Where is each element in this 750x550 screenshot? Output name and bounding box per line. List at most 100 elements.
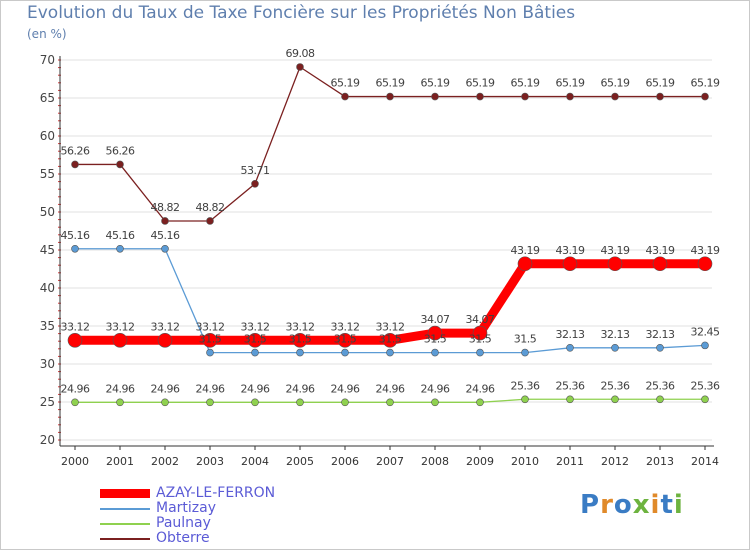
data-label-martizay: 31.5 (334, 333, 357, 346)
data-label-azay-le-ferron: 33.12 (196, 320, 225, 333)
data-point-paulnay (431, 398, 439, 407)
data-label-martizay: 31.5 (424, 333, 447, 346)
y-tick-label: 45 (40, 243, 55, 257)
data-point-azay-le-ferron (697, 256, 713, 272)
data-label-obterre: 48.82 (196, 201, 225, 214)
data-label-obterre: 65.19 (691, 77, 720, 90)
data-label-paulnay: 24.96 (286, 382, 315, 395)
data-point-martizay (521, 348, 529, 357)
y-tick-label: 65 (40, 91, 55, 105)
data-label-obterre: 53.71 (241, 164, 270, 177)
data-point-martizay (386, 348, 394, 357)
data-point-paulnay (521, 395, 529, 404)
logo-letter: t (660, 490, 674, 520)
data-point-paulnay (566, 395, 574, 404)
data-label-paulnay: 25.36 (601, 379, 630, 392)
data-point-obterre (251, 180, 259, 188)
data-point-martizay (296, 348, 304, 357)
data-label-obterre: 65.19 (331, 77, 360, 90)
data-label-azay-le-ferron: 33.12 (106, 320, 135, 333)
data-label-paulnay: 24.96 (331, 382, 360, 395)
data-label-martizay: 45.16 (151, 229, 180, 242)
y-tick-label: 55 (40, 167, 55, 181)
data-point-martizay (251, 348, 259, 357)
x-tick-label: 2001 (106, 455, 134, 468)
data-point-obterre (566, 92, 574, 101)
data-point-azay-le-ferron (382, 332, 398, 348)
y-tick-label: 20 (40, 433, 55, 447)
data-label-martizay: 31.5 (199, 333, 222, 346)
data-point-obterre (476, 92, 484, 101)
data-point-azay-le-ferron (472, 325, 488, 341)
y-tick-label: 25 (40, 395, 55, 409)
data-label-martizay: 31.5 (514, 333, 537, 346)
data-label-azay-le-ferron: 43.19 (511, 244, 540, 257)
data-label-paulnay: 24.96 (466, 382, 495, 395)
x-tick-label: 2014 (691, 455, 719, 468)
x-tick-label: 2000 (61, 455, 89, 468)
data-label-paulnay: 24.96 (241, 382, 270, 395)
data-point-obterre (341, 92, 349, 101)
data-point-martizay (656, 344, 664, 352)
data-label-martizay: 45.16 (61, 229, 90, 242)
data-point-paulnay (71, 398, 79, 407)
data-label-azay-le-ferron: 33.12 (376, 320, 405, 333)
logo-letter: i (650, 490, 661, 520)
data-label-martizay: 32.13 (556, 328, 585, 341)
x-tick-label: 2013 (646, 455, 674, 468)
data-label-azay-le-ferron: 33.12 (241, 320, 270, 333)
x-tick-label: 2005 (286, 455, 314, 468)
data-label-obterre: 65.19 (601, 77, 630, 90)
data-label-obterre: 48.82 (151, 201, 180, 214)
data-point-obterre (386, 92, 394, 101)
data-point-martizay (71, 244, 79, 253)
data-point-obterre (611, 92, 619, 101)
data-point-paulnay (296, 398, 304, 407)
y-tick-label: 30 (40, 357, 55, 371)
data-point-paulnay (161, 398, 169, 407)
data-label-paulnay: 25.36 (556, 379, 585, 392)
data-label-paulnay: 25.36 (691, 379, 720, 392)
y-axis-unit: (en %) (27, 27, 67, 41)
data-point-azay-le-ferron (562, 256, 578, 272)
data-point-azay-le-ferron (67, 332, 83, 348)
data-label-paulnay: 25.36 (511, 379, 540, 392)
data-label-obterre: 65.19 (511, 77, 540, 90)
x-tick-label: 2007 (376, 455, 404, 468)
data-label-azay-le-ferron: 33.12 (331, 320, 360, 333)
data-label-obterre: 65.19 (421, 77, 450, 90)
x-tick-label: 2004 (241, 455, 269, 468)
data-point-obterre (431, 92, 439, 101)
data-point-azay-le-ferron (292, 332, 308, 348)
data-label-paulnay: 24.96 (106, 382, 135, 395)
logo-letter: i (673, 490, 684, 520)
data-label-paulnay: 24.96 (151, 382, 180, 395)
y-tick-label: 50 (40, 205, 55, 219)
data-label-obterre: 65.19 (556, 77, 585, 90)
y-tick-label: 60 (40, 129, 55, 143)
x-tick-label: 2012 (601, 455, 629, 468)
data-label-azay-le-ferron: 34.07 (421, 313, 450, 326)
y-tick-label: 35 (40, 319, 55, 333)
data-point-obterre (71, 160, 79, 169)
data-point-azay-le-ferron (247, 332, 263, 348)
data-label-paulnay: 24.96 (376, 382, 405, 395)
data-point-martizay (431, 348, 439, 357)
data-point-martizay (206, 348, 214, 357)
legend-swatch (100, 489, 150, 498)
data-point-azay-le-ferron (202, 332, 218, 348)
legend-label: Paulnay (156, 515, 211, 531)
chart-title: Evolution du Taux de Taxe Foncière sur l… (27, 3, 576, 23)
data-point-azay-le-ferron (337, 332, 353, 348)
data-point-obterre (701, 92, 709, 101)
x-tick-label: 2002 (151, 455, 179, 468)
data-point-paulnay (206, 398, 214, 407)
logo-letter: P (580, 490, 601, 520)
data-point-azay-le-ferron (427, 325, 443, 341)
data-point-paulnay (611, 395, 619, 404)
data-label-azay-le-ferron: 43.19 (646, 244, 675, 257)
data-label-martizay: 31.5 (289, 333, 312, 346)
data-label-martizay: 32.45 (691, 325, 720, 338)
data-label-martizay: 45.16 (106, 229, 135, 242)
